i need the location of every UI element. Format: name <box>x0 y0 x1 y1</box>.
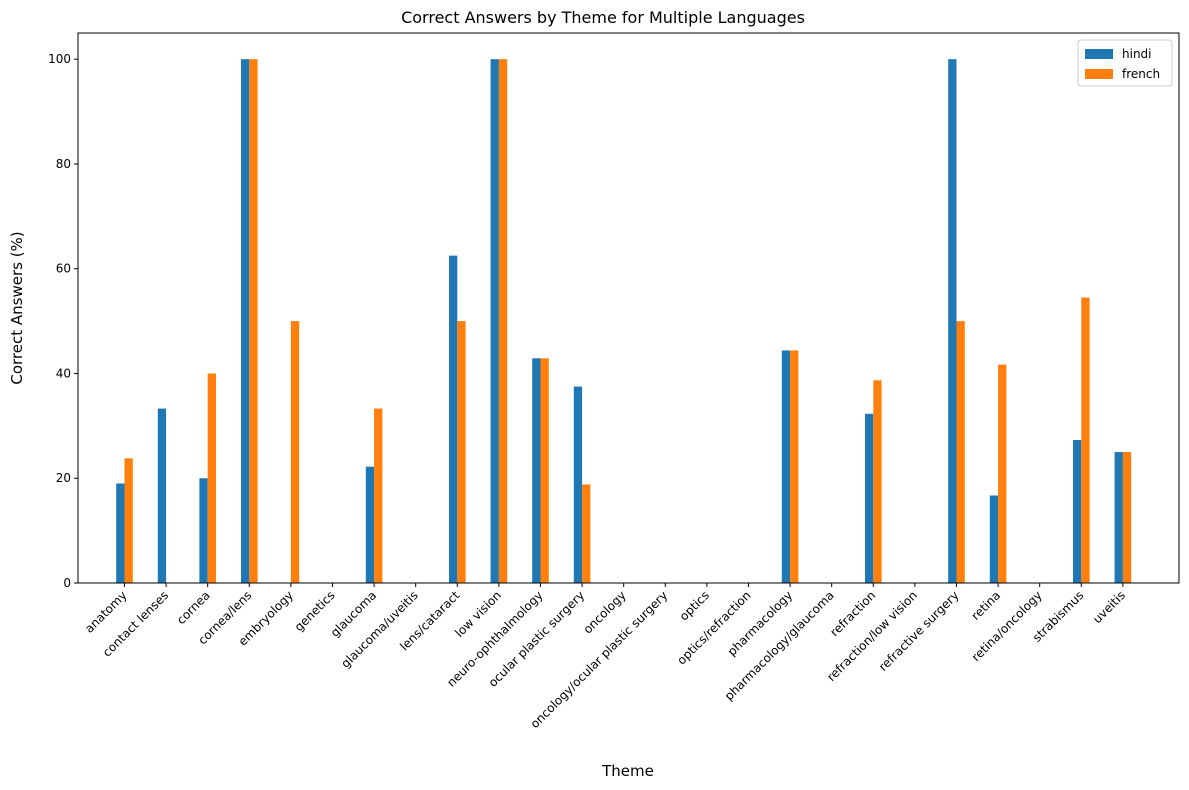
y-tick-label-0: 0 <box>63 576 71 590</box>
bar-hindi-20 <box>948 59 957 583</box>
bar-hindi-11 <box>573 386 583 583</box>
y-tick-label-5: 100 <box>48 52 71 66</box>
bar-hindi-16 <box>781 350 791 583</box>
y-tick-label-3: 60 <box>56 262 71 276</box>
bar-french-21 <box>998 364 1007 583</box>
legend-label-hindi: hindi <box>1122 47 1152 61</box>
bar-french-10 <box>540 358 549 583</box>
x-tick-label-2: cornea <box>174 588 213 627</box>
bar-french-4 <box>290 321 300 583</box>
legend-swatch-french <box>1085 69 1113 79</box>
y-tick-label-4: 80 <box>56 157 71 171</box>
x-tick-label-15: optics/refraction <box>674 588 753 667</box>
x-tick-label-7: glaucoma/uveitis <box>338 588 420 670</box>
bar-hindi-10 <box>532 358 541 583</box>
bar-french-9 <box>498 59 508 583</box>
x-tick-label-20: refractive surgery <box>876 588 962 674</box>
bar-hindi-23 <box>1073 440 1082 583</box>
bar-french-3 <box>249 59 258 583</box>
bar-french-2 <box>207 373 216 583</box>
y-tick-label-1: 20 <box>56 471 71 485</box>
x-axis-label: Theme <box>601 762 654 780</box>
bar-hindi-3 <box>241 59 250 583</box>
y-tick-label-2: 40 <box>56 366 71 380</box>
x-tick-label-24: uveitis <box>1090 588 1128 626</box>
bar-french-6 <box>374 408 383 583</box>
bar-hindi-8 <box>449 255 458 583</box>
legend: hindi french <box>1077 39 1173 87</box>
bar-hindi-0 <box>116 483 125 583</box>
x-tick-label-21: retina <box>969 588 1004 623</box>
x-tick-label-14: optics <box>677 588 712 623</box>
bar-french-18 <box>873 380 882 583</box>
bar-hindi-21 <box>989 495 999 583</box>
bar-french-24 <box>1122 452 1132 583</box>
bar-french-20 <box>956 321 965 583</box>
bar-french-11 <box>582 484 591 583</box>
plot-frame <box>77 32 1180 584</box>
bar-hindi-18 <box>865 413 874 583</box>
bar-hindi-6 <box>365 466 375 583</box>
bar-hindi-24 <box>1114 452 1123 583</box>
x-tick-label-22: retina/oncology <box>969 588 1045 664</box>
bar-french-0 <box>124 458 133 583</box>
y-axis-label: Correct Answers (%) <box>8 231 26 384</box>
legend-swatch-hindi <box>1085 49 1113 59</box>
chart-title: Correct Answers by Theme for Multiple La… <box>401 8 805 27</box>
bar-french-16 <box>790 350 799 583</box>
bar-french-8 <box>457 321 466 583</box>
legend-label-french: french <box>1122 67 1160 81</box>
bar-hindi-2 <box>199 478 208 583</box>
bar-french-23 <box>1081 297 1090 583</box>
bar-hindi-9 <box>490 59 499 583</box>
bar-hindi-1 <box>157 408 167 583</box>
